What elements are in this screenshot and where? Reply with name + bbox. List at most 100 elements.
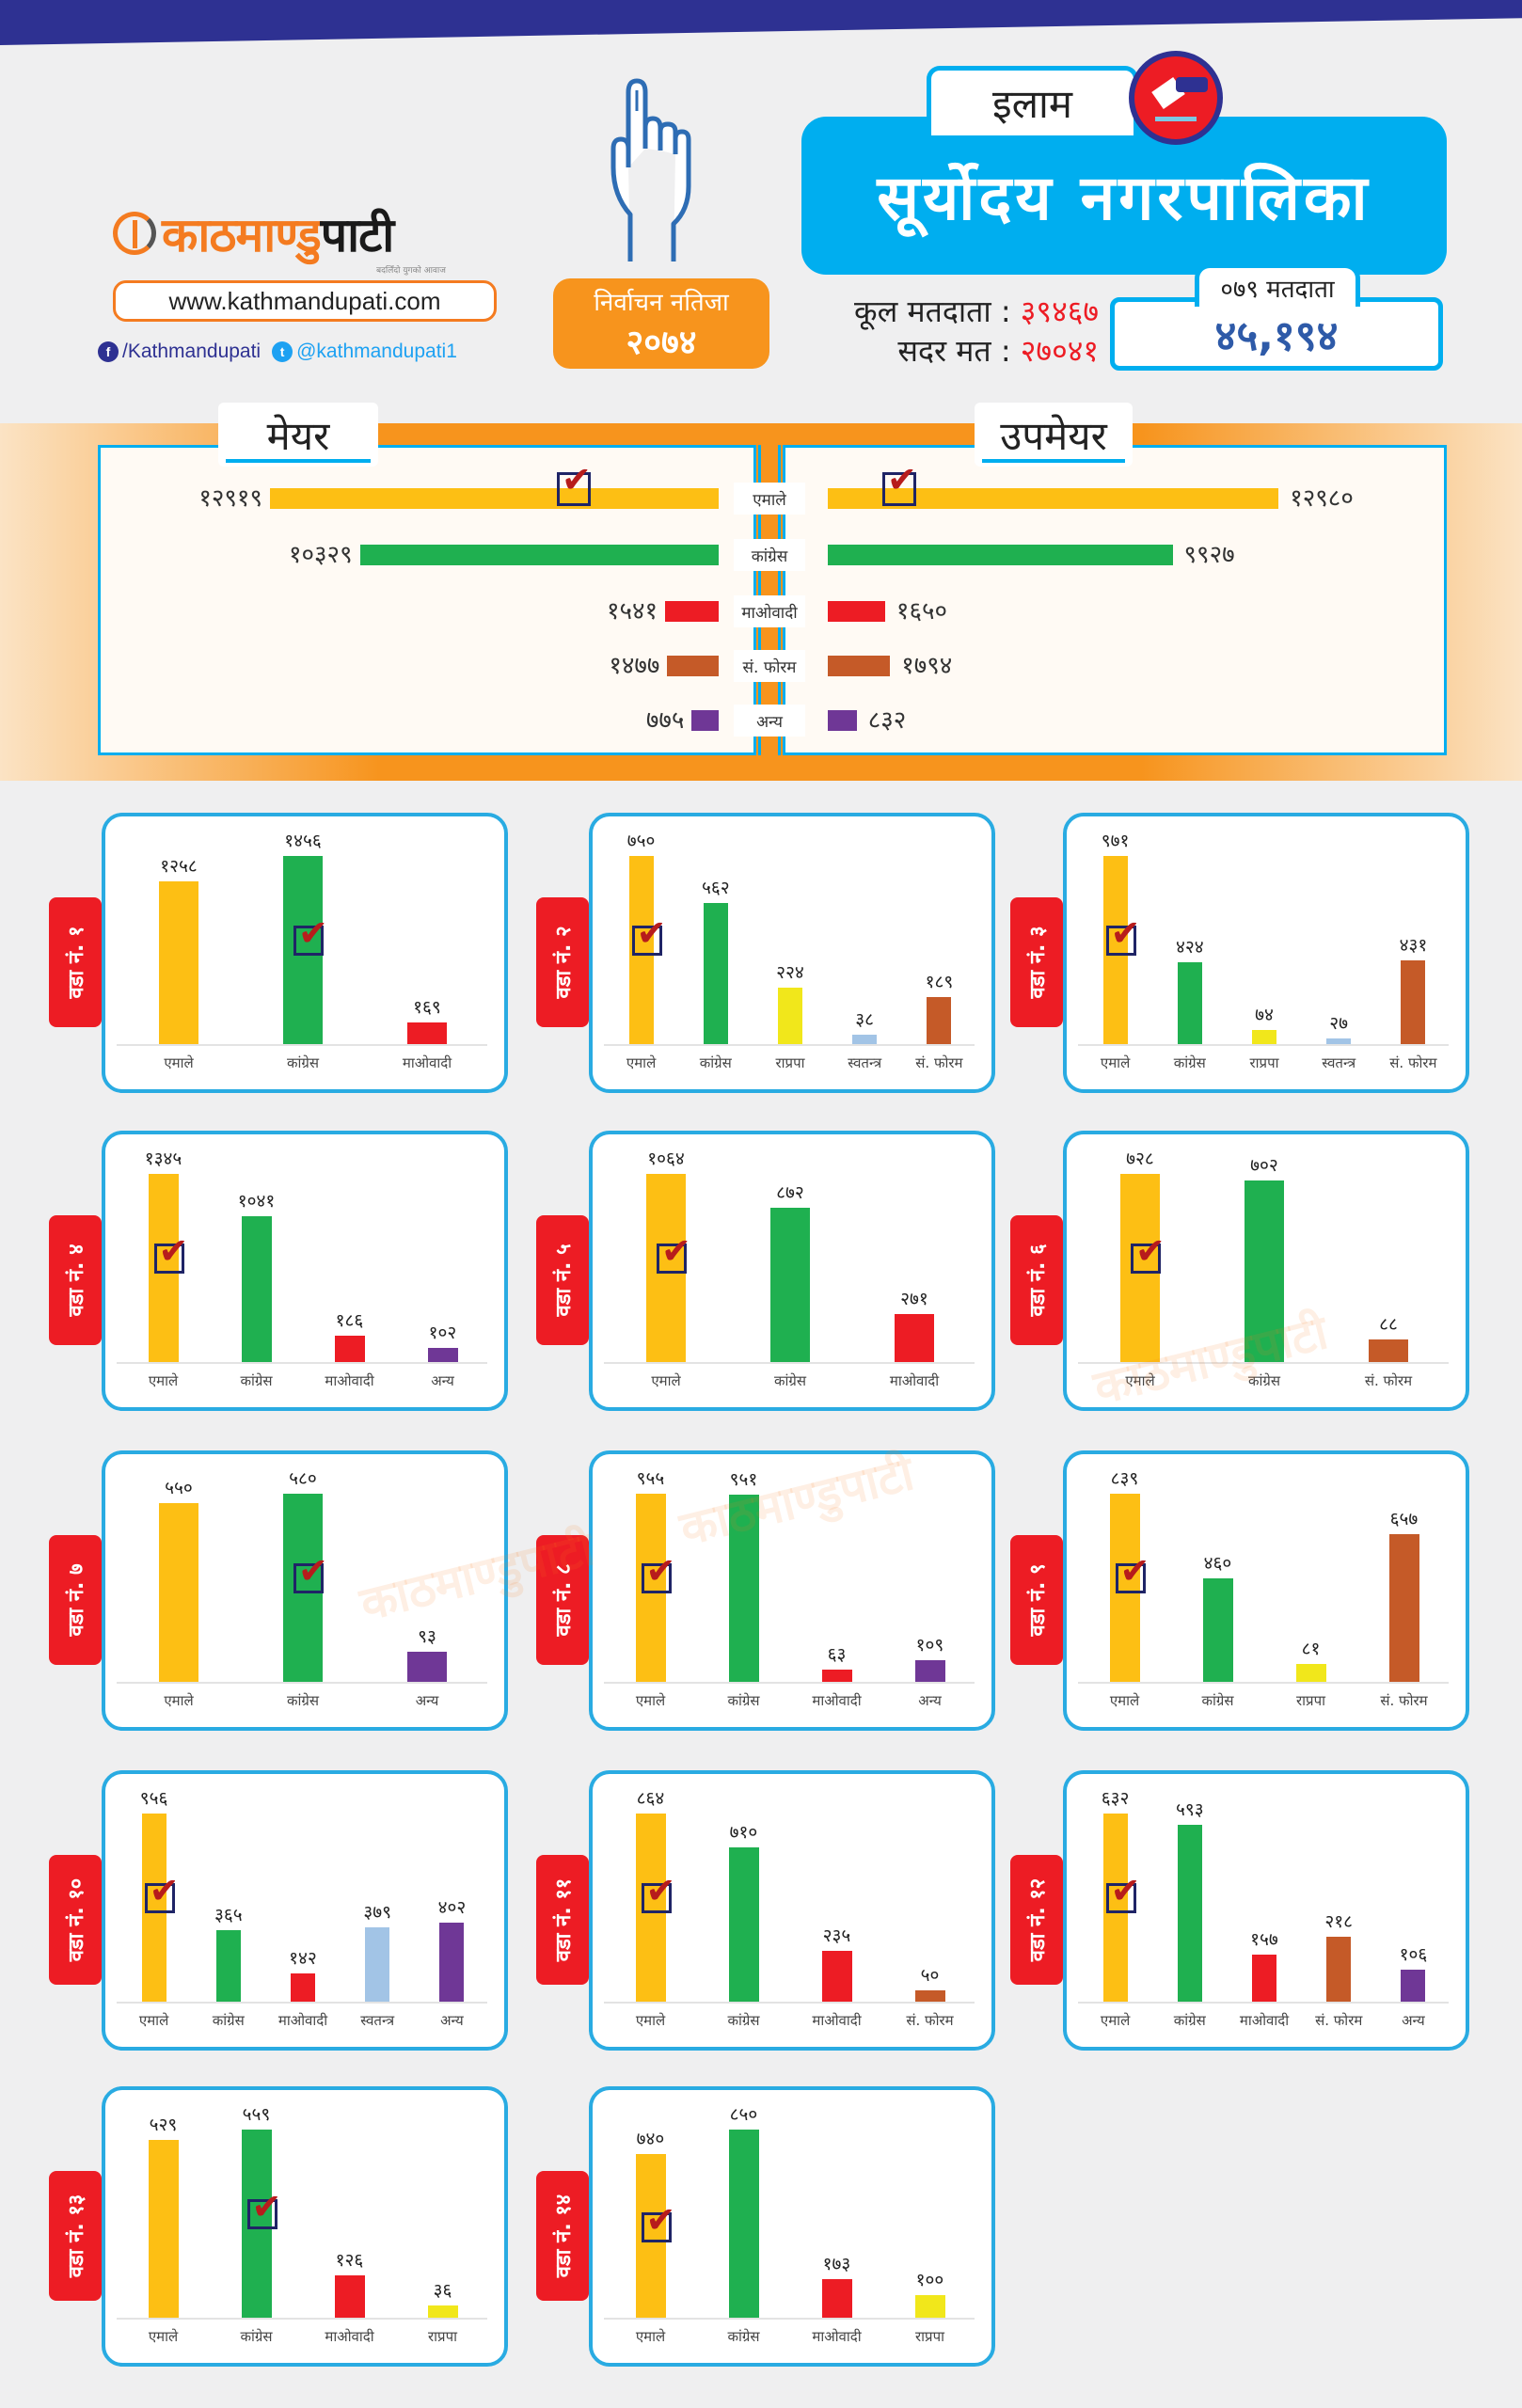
deputy-value: १६५०	[896, 597, 948, 626]
ward-number-tag: वडा नं. ९	[1010, 1535, 1063, 1665]
ward-bar	[1177, 961, 1202, 1044]
ward-category-label: अन्य	[1402, 2012, 1425, 2029]
ward-chart-card: ९७१ एमाले ४२४ कांग्रेस ७४ राप्रपा २७ स्वतन्त्र ४…	[1063, 813, 1469, 1093]
ward-category-label: स्वतन्त्र	[848, 1054, 882, 1071]
ward-category-label: कांग्रेस	[240, 2328, 273, 2345]
ward-number-tag: वडा नं. २	[536, 897, 589, 1027]
ward-bar	[703, 903, 728, 1044]
website-link[interactable]: www.kathmandupati.com	[113, 280, 497, 322]
ward-category-label: एमाले	[626, 1054, 657, 1071]
ward-category-label: राप्रपा	[1249, 1054, 1279, 1071]
ward-bar	[821, 1950, 852, 2002]
ward-number-label: वडा नं. १०	[65, 1877, 88, 1962]
social-links: f/Kathmandupati t @kathmandupati1	[98, 341, 457, 363]
ward-bar	[365, 1926, 390, 2002]
ward-bar-value: ४२४	[1175, 936, 1204, 958]
ward-category-label: एमाले	[164, 1692, 194, 1709]
brand-name: काठमाण्डुपाटी	[162, 208, 394, 262]
chart-baseline	[117, 1362, 487, 1364]
chart-baseline	[117, 2002, 487, 2004]
ward-bar-value: ५०	[920, 1965, 940, 1987]
facebook-link[interactable]: f/Kathmandupati	[98, 341, 261, 363]
check-mark-icon	[1105, 1873, 1140, 1913]
chart-baseline	[604, 2002, 975, 2004]
ward-bar-value: ८७२	[776, 1182, 804, 1204]
ward-number-label: वडा नं. ४	[65, 1244, 88, 1317]
ward-bar	[1295, 1663, 1326, 1682]
chart-baseline	[604, 1044, 975, 1046]
ward-bar	[1326, 1038, 1352, 1044]
twitter-icon: t	[272, 341, 293, 362]
ward-category-label: कांग्रेस	[240, 1372, 273, 1389]
ward-number-label: वडा नं. ९	[1026, 1563, 1050, 1637]
ward-category-label: कांग्रेस	[286, 1692, 319, 1709]
mayor-bar	[665, 601, 719, 622]
ward-bar-value: १२५८	[160, 856, 198, 878]
ward-bar-value: १०६४	[647, 1149, 685, 1169]
ward-category-label: माओवादी	[889, 1372, 940, 1389]
ward-bar	[291, 1973, 315, 2002]
ward-category-label: कांग्रेस	[212, 2012, 245, 2029]
party-label: माओवादी	[734, 595, 805, 627]
chart-baseline	[117, 1682, 487, 1684]
ward-category-label: एमाले	[635, 2328, 666, 2345]
ward-bar-value: ७५०	[626, 831, 656, 851]
ward-bar-value: ७१०	[729, 1821, 758, 1843]
ward-bar	[821, 1669, 852, 1682]
check-mark-icon	[641, 1553, 675, 1593]
ward-bar	[1401, 1970, 1426, 2002]
ward-category-label: माओवादी	[277, 2012, 328, 2029]
brand-logo[interactable]: काठमाण्डुपाटी बदलिँदो युगको आवाज	[113, 205, 446, 276]
ward-category-label: माओवादी	[812, 2328, 862, 2345]
ward-bar-value: १४२	[289, 1948, 317, 1970]
ward-bar-value: १०२	[428, 1322, 457, 1343]
ward-bar-value: ३६५	[214, 1904, 243, 1925]
logo-mark-icon	[113, 212, 156, 255]
chart-baseline	[1078, 1682, 1449, 1684]
ward-number-label: वडा नं. १	[65, 926, 88, 999]
ward-category-label: राप्रपा	[775, 1054, 805, 1071]
ward-bar	[927, 996, 952, 1044]
mayor-value: १५४१	[607, 597, 658, 626]
ward-bar	[241, 1216, 272, 1362]
ward-number-tag: वडा नं. ११	[536, 1855, 589, 1985]
ward-bar	[1252, 1029, 1276, 1044]
chart-baseline	[1078, 1362, 1449, 1364]
ward-chart-card: ७४० एमाले ८५० कांग्रेस १७३ माओवादी १०० राप्रपा	[589, 2086, 995, 2367]
ward-bar-value: ९७१	[1101, 831, 1130, 851]
ward-category-label: राप्रपा	[428, 2328, 457, 2345]
ward-category-label: एमाले	[1100, 2012, 1131, 2029]
ward-bar	[334, 1336, 365, 1362]
ward-bar	[1252, 1955, 1276, 2002]
deputy-mayor-title: उपमेयर	[975, 403, 1133, 467]
twitter-link[interactable]: t @kathmandupati1	[272, 341, 457, 363]
ward-category-label: कांग्रेस	[1247, 1372, 1280, 1389]
ward-category-label: एमाले	[164, 1054, 194, 1071]
ward-bar-value: ७०२	[1250, 1155, 1278, 1177]
ward-category-label: सं. फोरम	[1315, 2012, 1363, 2029]
district-title: इलाम	[927, 66, 1138, 135]
deputy-bar	[828, 488, 1279, 509]
ward-bar	[728, 1846, 759, 2002]
deputy-bar	[828, 545, 1173, 565]
facebook-icon: f	[98, 341, 119, 362]
ward-number-tag: वडा नं. १२	[1010, 1855, 1063, 1985]
mayor-bar	[691, 710, 719, 731]
ward-bar-value: २७१	[900, 1289, 928, 1310]
ward-number-label: वडा नं. २	[552, 926, 576, 999]
ward-bar-value: ७४०	[636, 2128, 665, 2149]
ward-category-label: एमाले	[635, 1692, 666, 1709]
ward-bar	[895, 1314, 934, 1362]
municipality-title: सूर्योदय नगरपालिका	[801, 117, 1447, 275]
mayor-bar	[667, 656, 719, 676]
total-voters: ३९४६७	[1020, 293, 1099, 329]
ward-number-tag: वडा नं. ५	[536, 1215, 589, 1345]
ward-category-label: अन्य	[415, 1692, 439, 1709]
ward-bar-value: ९५५	[636, 1468, 665, 1489]
ward-bar-value: ९५१	[729, 1468, 758, 1490]
ward-number-tag: वडा नं. ८	[536, 1535, 589, 1665]
ward-bar	[778, 988, 802, 1044]
ward-bar	[1177, 1825, 1202, 2002]
ward-bar-value: २७	[1329, 1013, 1349, 1035]
ward-chart-card: १३४५ एमाले १०४१ कांग्रेस १८६ माओवादी १०२ अन्य	[102, 1131, 508, 1411]
